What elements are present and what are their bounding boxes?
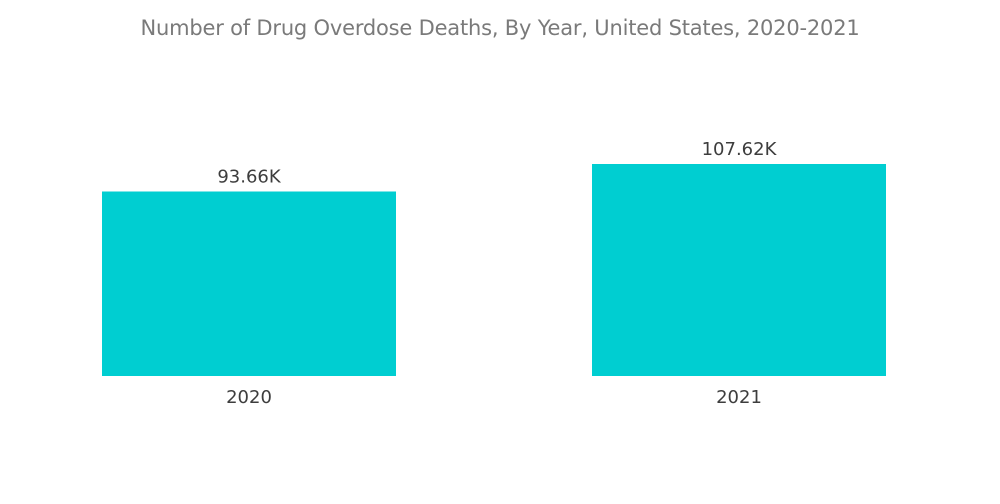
bar-2020: [102, 191, 396, 376]
data-label-2020: 93.66K: [217, 166, 282, 187]
bars-layer: [102, 164, 886, 376]
x-tick-label-2021: 2021: [716, 387, 762, 408]
data-label-2021: 107.62K: [702, 139, 778, 160]
x-tick-label-2020: 2020: [226, 387, 272, 408]
bar-2021: [592, 164, 886, 376]
data-labels-layer: 93.66K 107.62K: [217, 139, 777, 187]
chart-title: Number of Drug Overdose Deaths, By Year,…: [140, 16, 860, 40]
x-axis-ticks: 2020 2021: [226, 387, 762, 408]
